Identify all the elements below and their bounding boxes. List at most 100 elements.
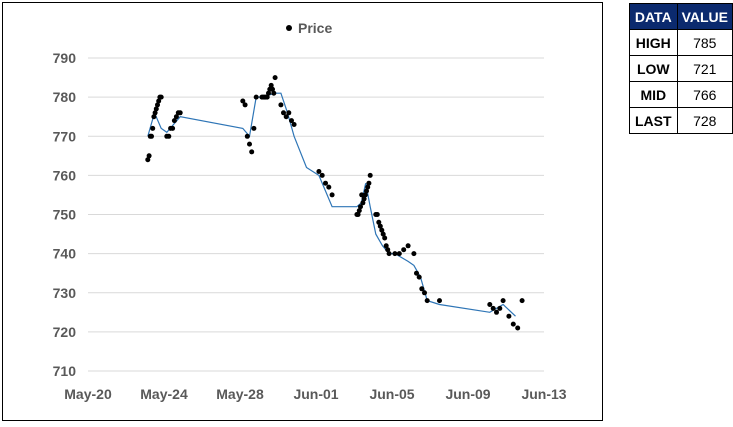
data-point <box>152 110 158 116</box>
data-point <box>272 75 278 81</box>
data-point <box>366 180 372 186</box>
data-point <box>177 110 183 116</box>
stats-table: DATA VALUE HIGH 785 LOW 721 MID 766 LAST… <box>629 3 733 134</box>
y-tick-label: 760 <box>53 167 77 183</box>
data-point <box>158 94 164 100</box>
data-point <box>166 133 172 139</box>
data-point <box>500 298 506 304</box>
x-tick-label: Jun-09 <box>445 386 490 402</box>
data-point <box>497 305 503 311</box>
y-tick-label: 740 <box>53 246 77 262</box>
data-point <box>171 118 177 124</box>
data-point <box>422 290 427 296</box>
data-point <box>289 118 294 124</box>
data-point <box>283 114 289 120</box>
y-tick-label: 770 <box>53 128 77 144</box>
price-chart: 710 720 730 740 750 760 770 780 790 May-20 May-24… <box>53 20 567 402</box>
data-point <box>270 86 275 92</box>
data-point <box>266 90 271 96</box>
data-point <box>411 251 417 257</box>
table-cell-value: 728 <box>676 107 733 134</box>
x-tick-label: May-28 <box>216 386 264 402</box>
x-axis-tick-labels: May-20 May-24 May-28 Jun-01 Jun-05 Jun-09 Jun-… <box>64 386 567 402</box>
data-point <box>424 298 430 304</box>
data-point <box>153 106 159 112</box>
data-point <box>356 208 362 214</box>
data-point <box>281 110 286 116</box>
data-point <box>359 192 365 198</box>
data-point <box>506 313 512 319</box>
data-point <box>414 270 419 276</box>
data-point <box>291 122 297 127</box>
data-point <box>392 251 398 257</box>
data-point <box>156 98 162 104</box>
data-point <box>419 286 425 292</box>
data-point <box>364 188 369 194</box>
data-point <box>361 196 367 202</box>
table-cell-key: LOW <box>629 55 678 82</box>
data-point <box>367 172 373 178</box>
data-point <box>383 243 389 249</box>
data-point <box>355 212 361 217</box>
data-point <box>515 325 521 331</box>
x-tick-label: Jun-01 <box>293 386 338 402</box>
data-point <box>358 204 363 210</box>
y-tick-label: 720 <box>53 324 77 340</box>
data-point <box>385 247 391 253</box>
data-point <box>519 298 525 304</box>
data-point <box>380 231 386 237</box>
table-cell-value: 721 <box>676 55 733 82</box>
data-point <box>490 305 496 311</box>
table-cell-value: 785 <box>676 29 733 56</box>
legend-marker <box>286 25 292 31</box>
data-point <box>360 200 366 206</box>
data-point <box>271 90 277 96</box>
data-point <box>405 243 411 249</box>
legend-label: Price <box>298 20 332 36</box>
data-point <box>268 82 274 88</box>
data-point <box>251 125 257 131</box>
data-point <box>145 157 151 163</box>
data-point <box>326 184 332 190</box>
data-point <box>365 184 371 190</box>
data-point <box>249 149 255 155</box>
x-tick-label: Jun-13 <box>521 386 566 402</box>
data-point <box>151 114 157 120</box>
data-point <box>329 192 335 198</box>
scatter-points <box>145 75 525 331</box>
table-header-value: VALUE <box>676 3 733 30</box>
data-point <box>382 235 388 241</box>
y-axis-tick-labels: 710 720 730 740 750 760 770 780 790 <box>53 50 77 379</box>
table-cell-value: 766 <box>676 81 733 108</box>
trend-line-layer <box>147 92 516 317</box>
data-point <box>510 321 516 327</box>
x-tick-label: May-20 <box>64 386 112 402</box>
data-point <box>323 180 328 186</box>
data-point <box>264 94 270 100</box>
data-point <box>376 219 382 225</box>
y-tick-label: 730 <box>53 285 77 301</box>
data-point <box>244 133 250 139</box>
y-tick-label: 710 <box>53 363 77 379</box>
table-row: LOW 721 <box>629 55 733 82</box>
data-point <box>240 98 246 104</box>
data-point <box>379 227 385 233</box>
table-row: LAST 728 <box>629 107 733 134</box>
table-cell-key: MID <box>629 81 678 108</box>
trend-line <box>147 92 516 317</box>
data-point <box>386 251 392 257</box>
table-cell-key: LAST <box>629 107 678 134</box>
data-point <box>242 102 248 108</box>
table-header-data: DATA <box>629 3 678 30</box>
data-point <box>173 114 179 120</box>
legend: Price <box>286 20 332 36</box>
data-point <box>362 192 368 198</box>
x-tick-label: May-24 <box>140 386 188 402</box>
data-point <box>247 141 252 147</box>
table-header-row: DATA VALUE <box>629 3 733 30</box>
data-point <box>316 169 322 174</box>
data-point <box>494 309 499 315</box>
data-point <box>437 298 442 304</box>
data-point <box>396 251 402 257</box>
data-point <box>149 133 154 139</box>
